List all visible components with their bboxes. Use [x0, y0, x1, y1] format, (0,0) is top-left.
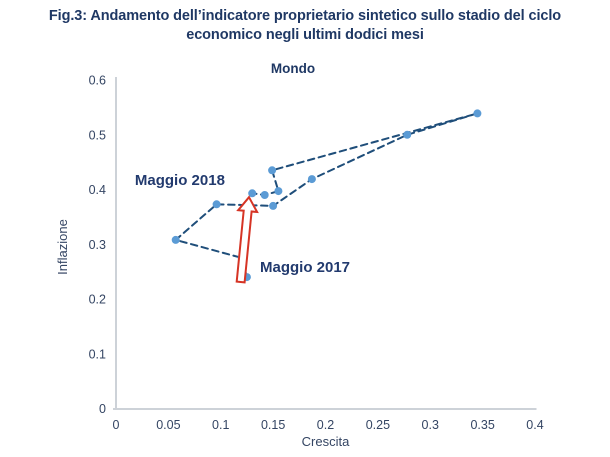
x-axis-title: Crescita	[302, 434, 350, 449]
data-point	[403, 130, 412, 139]
y-tick-label: 0.3	[89, 238, 106, 252]
y-axis-title: Inflazione	[55, 219, 70, 275]
data-point	[212, 200, 221, 209]
data-point	[171, 235, 180, 244]
data-point	[260, 191, 269, 199]
trend-arrow	[235, 195, 259, 284]
annotation-label: Maggio 2017	[260, 259, 350, 276]
trajectory-path	[174, 112, 479, 279]
x-tick-label: 0.05	[156, 418, 180, 432]
y-tick-label: 0.1	[89, 347, 106, 361]
x-tick-label: 0.2	[317, 418, 334, 432]
x-tick-label: 0.1	[212, 418, 229, 432]
annotation-label: Maggio 2018	[135, 172, 225, 189]
x-tick-label: 0.4	[526, 418, 543, 432]
figure-title: Fig.3: Andamento dell’indicatore proprie…	[0, 7, 610, 44]
x-tick-label: 0.35	[470, 418, 494, 432]
data-point	[274, 187, 283, 196]
data-point	[248, 189, 257, 198]
chart-subtitle: Mondo	[271, 61, 315, 76]
data-point	[268, 166, 277, 175]
y-tick-label: 0.6	[89, 74, 106, 88]
x-tick-label: 0.3	[422, 418, 439, 432]
data-point	[269, 201, 278, 210]
y-tick-label: 0	[99, 402, 106, 416]
figure-title-line1: Fig.3: Andamento dell’indicatore proprie…	[48, 8, 562, 24]
data-point	[307, 175, 316, 184]
y-tick-label: 0.5	[89, 128, 106, 142]
x-tick-label: 0.15	[261, 418, 285, 432]
figure-title-line2: economico negli ultimi dodici mesi	[186, 26, 424, 43]
y-tick-label: 0.4	[89, 183, 106, 197]
y-tick-label: 0.2	[89, 293, 106, 307]
x-tick-label: 0	[113, 418, 120, 432]
x-tick-label: 0.25	[366, 418, 390, 432]
data-point	[473, 109, 482, 118]
